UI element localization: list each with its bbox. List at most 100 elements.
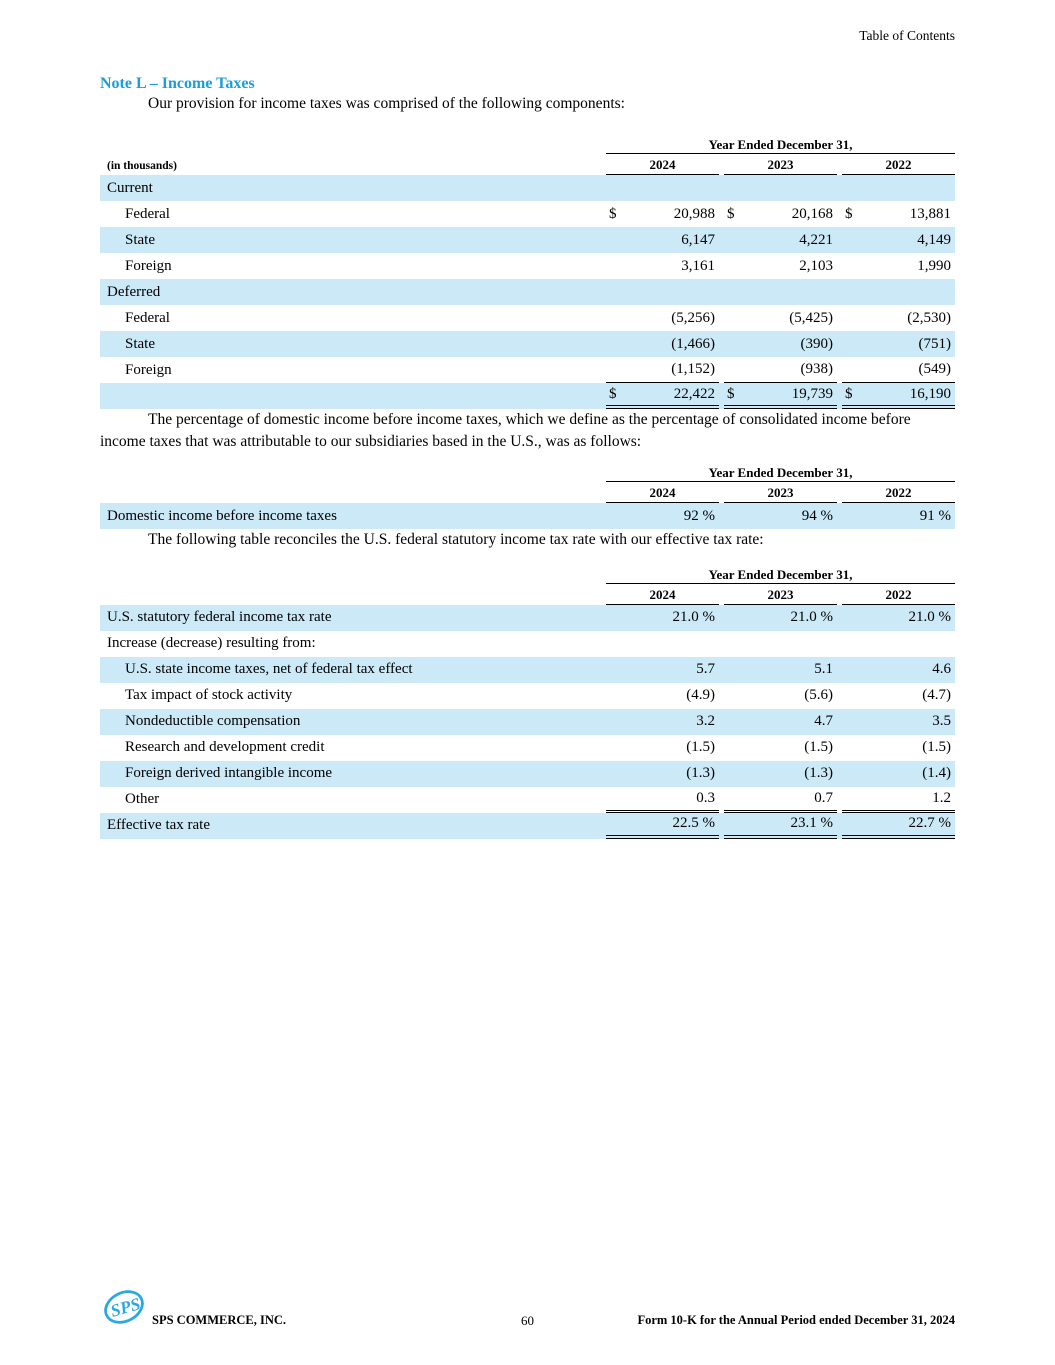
cell-2024: (4.9) — [606, 683, 719, 709]
cell-2022: (2,530) — [842, 305, 955, 331]
cell-value: (1.5) — [804, 739, 833, 755]
table-row: Other 0.3 0.7 1.2 — [100, 787, 955, 813]
year-columns: 2024 2023 2022 — [601, 154, 955, 176]
row-label: Federal — [125, 309, 170, 326]
cell-2024: 3.2 — [606, 709, 719, 735]
year-column-2024: 2024 — [606, 482, 719, 504]
dollar-sign: $ — [727, 385, 735, 402]
cell-2022: (4.7) — [842, 683, 955, 709]
cell-2022: (751) — [842, 331, 955, 357]
year-column-2023: 2023 — [724, 154, 837, 176]
cell-value: 20,168 — [791, 205, 833, 222]
cell-value: 4.7 — [814, 713, 833, 729]
cell-value: 4,221 — [799, 231, 833, 248]
cell-value: (390) — [800, 335, 834, 352]
period-header: Year Ended December 31, — [606, 462, 955, 483]
dollar-sign: $ — [609, 205, 617, 222]
domestic-income-table: Year Ended December 31, 2024 2023 2022 D… — [100, 462, 955, 530]
total-row: Effective tax rate 22.5 % 23.1 % 22.7 % — [100, 812, 955, 839]
page-content: Note L – Income Taxes Our provision for … — [100, 0, 955, 839]
cell-2024: 6,147 — [606, 227, 719, 253]
cell-value: 20,988 — [673, 205, 715, 222]
table-row: Tax impact of stock activity (4.9) (5.6)… — [100, 683, 955, 709]
cell-value: 91 % — [919, 507, 951, 524]
cell-2023: (938) — [724, 357, 837, 384]
row-label: State — [125, 335, 155, 352]
row-label: State — [125, 231, 155, 248]
year-column-2024: 2024 — [606, 154, 719, 176]
year-column-2023: 2023 — [724, 482, 837, 504]
row-label: Deferred — [107, 283, 161, 300]
cell-value: (938) — [800, 361, 834, 378]
row-label: Effective tax rate — [107, 817, 210, 833]
footer-form-info: Form 10-K for the Annual Period ended De… — [637, 1313, 955, 1327]
year-column-2022: 2022 — [842, 584, 955, 605]
row-label: Nondeductible compensation — [125, 713, 301, 729]
sps-logo-icon: SPS — [102, 1284, 146, 1335]
cell-2022 — [842, 631, 955, 657]
cell-2024: (1.5) — [606, 735, 719, 761]
cell-2023 — [724, 631, 837, 657]
year-columns: 2024 2023 2022 — [601, 482, 955, 504]
cell-2024: 92 % — [606, 503, 719, 529]
cell-value: (1,152) — [671, 361, 715, 378]
cell-value: 2,103 — [799, 257, 833, 274]
cell-2023 — [724, 175, 837, 201]
page-number: 60 — [521, 1313, 534, 1328]
table-row: U.S. statutory federal income tax rate 2… — [100, 604, 955, 631]
cell-2022: 21.0 % — [842, 605, 955, 631]
cell-2023: 0.7 — [724, 787, 837, 813]
cell-value: 3.5 — [932, 713, 951, 729]
cell-2023: 4.7 — [724, 709, 837, 735]
cell-value: 22.5 % — [672, 815, 716, 831]
note-heading: Note L – Income Taxes — [100, 75, 255, 92]
cell-2022: 4.6 — [842, 657, 955, 683]
cell-2022: (1.4) — [842, 761, 955, 787]
cell-value: 21.0 % — [790, 609, 834, 625]
cell-2024 — [606, 631, 719, 657]
table-row: Federal $20,988 $20,168 $13,881 — [100, 201, 955, 227]
cell-value: 5.1 — [814, 661, 833, 677]
table-row: Research and development credit (1.5) (1… — [100, 735, 955, 761]
cell-value: 3,161 — [681, 257, 715, 274]
cell-value: 1,990 — [917, 257, 951, 274]
cell-value: (5,425) — [789, 309, 833, 326]
table-of-contents-link[interactable]: Table of Contents — [859, 28, 955, 43]
row-label: Tax impact of stock activity — [125, 687, 293, 703]
cell-2024: 5.7 — [606, 657, 719, 683]
rate-reconciliation-table: Year Ended December 31, 2024 2023 2022 U… — [100, 564, 955, 839]
cell-value: 23.1 % — [790, 815, 834, 831]
cell-2023: (1.3) — [724, 761, 837, 787]
cell-2023: 94 % — [724, 503, 837, 529]
cell-2022 — [842, 175, 955, 201]
cell-2023: (390) — [724, 331, 837, 357]
cell-2023: (1.5) — [724, 735, 837, 761]
cell-2024: 0.3 — [606, 787, 719, 813]
table-row: Foreign (1,152) (938) (549) — [100, 357, 955, 384]
row-label: Domestic income before income taxes — [107, 507, 337, 524]
dollar-sign: $ — [845, 205, 853, 222]
dollar-sign: $ — [609, 385, 617, 402]
intro-paragraph: Our provision for income taxes was compr… — [148, 95, 625, 112]
cell-value: (1,466) — [671, 335, 715, 352]
cell-value: (5,256) — [671, 309, 715, 326]
cell-value: (1.3) — [686, 765, 715, 781]
cell-value: (1.5) — [686, 739, 715, 755]
table-row: Federal (5,256) (5,425) (2,530) — [100, 305, 955, 331]
provision-table-header: (in thousands) Year Ended December 31, 2… — [100, 134, 955, 176]
year-column-2022: 2022 — [842, 482, 955, 504]
row-label: Foreign derived intangible income — [125, 765, 333, 781]
year-column-2023: 2023 — [724, 584, 837, 605]
year-columns: 2024 2023 2022 — [601, 584, 955, 605]
cell-value: 13,881 — [909, 205, 951, 222]
cell-value: 22.7 % — [908, 815, 952, 831]
cell-value: 4,149 — [917, 231, 951, 248]
cell-value: 16,190 — [909, 385, 951, 402]
row-label: Other — [125, 791, 160, 807]
table-row: Deferred — [100, 279, 955, 306]
total-row: $22,422 $19,739 $16,190 — [100, 383, 955, 410]
cell-2024 — [606, 279, 719, 305]
table-row: Increase (decrease) resulting from: — [100, 631, 955, 657]
row-label: U.S. statutory federal income tax rate — [107, 609, 332, 625]
rate-table-header: Year Ended December 31, 2024 2023 2022 — [100, 564, 955, 605]
